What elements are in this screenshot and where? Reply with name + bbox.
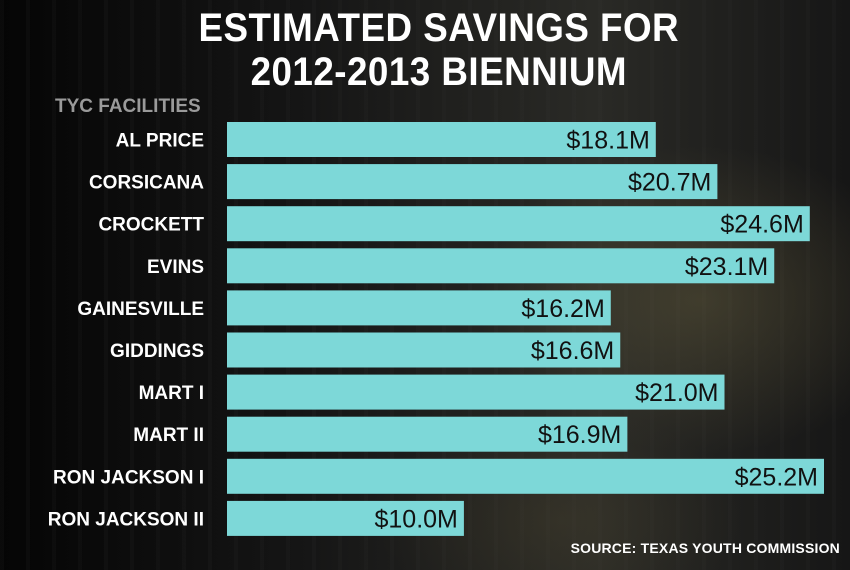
bars-group: AL PRICE $18.1M CORSICANA $20.7M CROCKETT $24… — [48, 122, 824, 536]
bar-ron-jackson-i — [227, 458, 824, 494]
bar-corsicana — [227, 164, 718, 200]
bar-al-price — [227, 122, 656, 157]
category-label: GIDDINGS — [110, 341, 204, 362]
bar-mart-ii — [227, 416, 628, 452]
value-label: $21.0M — [635, 379, 718, 407]
value-label: $20.7M — [628, 169, 711, 197]
chart-title: ESTIMATED SAVINGS FOR 2012-2013 BIENNIUM — [198, 6, 680, 94]
value-label: $10.0M — [375, 505, 458, 533]
bar-giddings — [227, 332, 621, 368]
value-label: $23.1M — [685, 253, 768, 281]
bar-mart-i — [227, 374, 725, 410]
value-label: $24.6M — [720, 211, 803, 239]
value-label: $16.9M — [538, 421, 621, 449]
value-label: $16.6M — [531, 337, 614, 365]
category-label: CORSICANA — [89, 173, 204, 194]
category-label: MART I — [139, 383, 204, 404]
axis-title: TYC FACILITIES — [55, 96, 201, 117]
bar-ron-jackson-ii — [227, 500, 464, 536]
source-note: SOURCE: TEXAS YOUTH COMMISSION — [570, 540, 840, 556]
category-label: RON JACKSON I — [53, 467, 204, 488]
value-label: $16.2M — [521, 295, 604, 323]
category-label: MART II — [133, 425, 204, 446]
value-label: $18.1M — [566, 127, 649, 155]
category-label: RON JACKSON II — [48, 509, 204, 530]
bar-evins — [227, 248, 775, 284]
category-label: AL PRICE — [116, 131, 204, 152]
value-label: $25.2M — [735, 463, 818, 491]
category-label: GAINESVILLE — [77, 299, 204, 320]
bar-gainesville — [227, 290, 611, 326]
bar-crockett — [227, 206, 810, 242]
category-label: EVINS — [147, 257, 204, 278]
category-label: CROCKETT — [98, 215, 204, 236]
